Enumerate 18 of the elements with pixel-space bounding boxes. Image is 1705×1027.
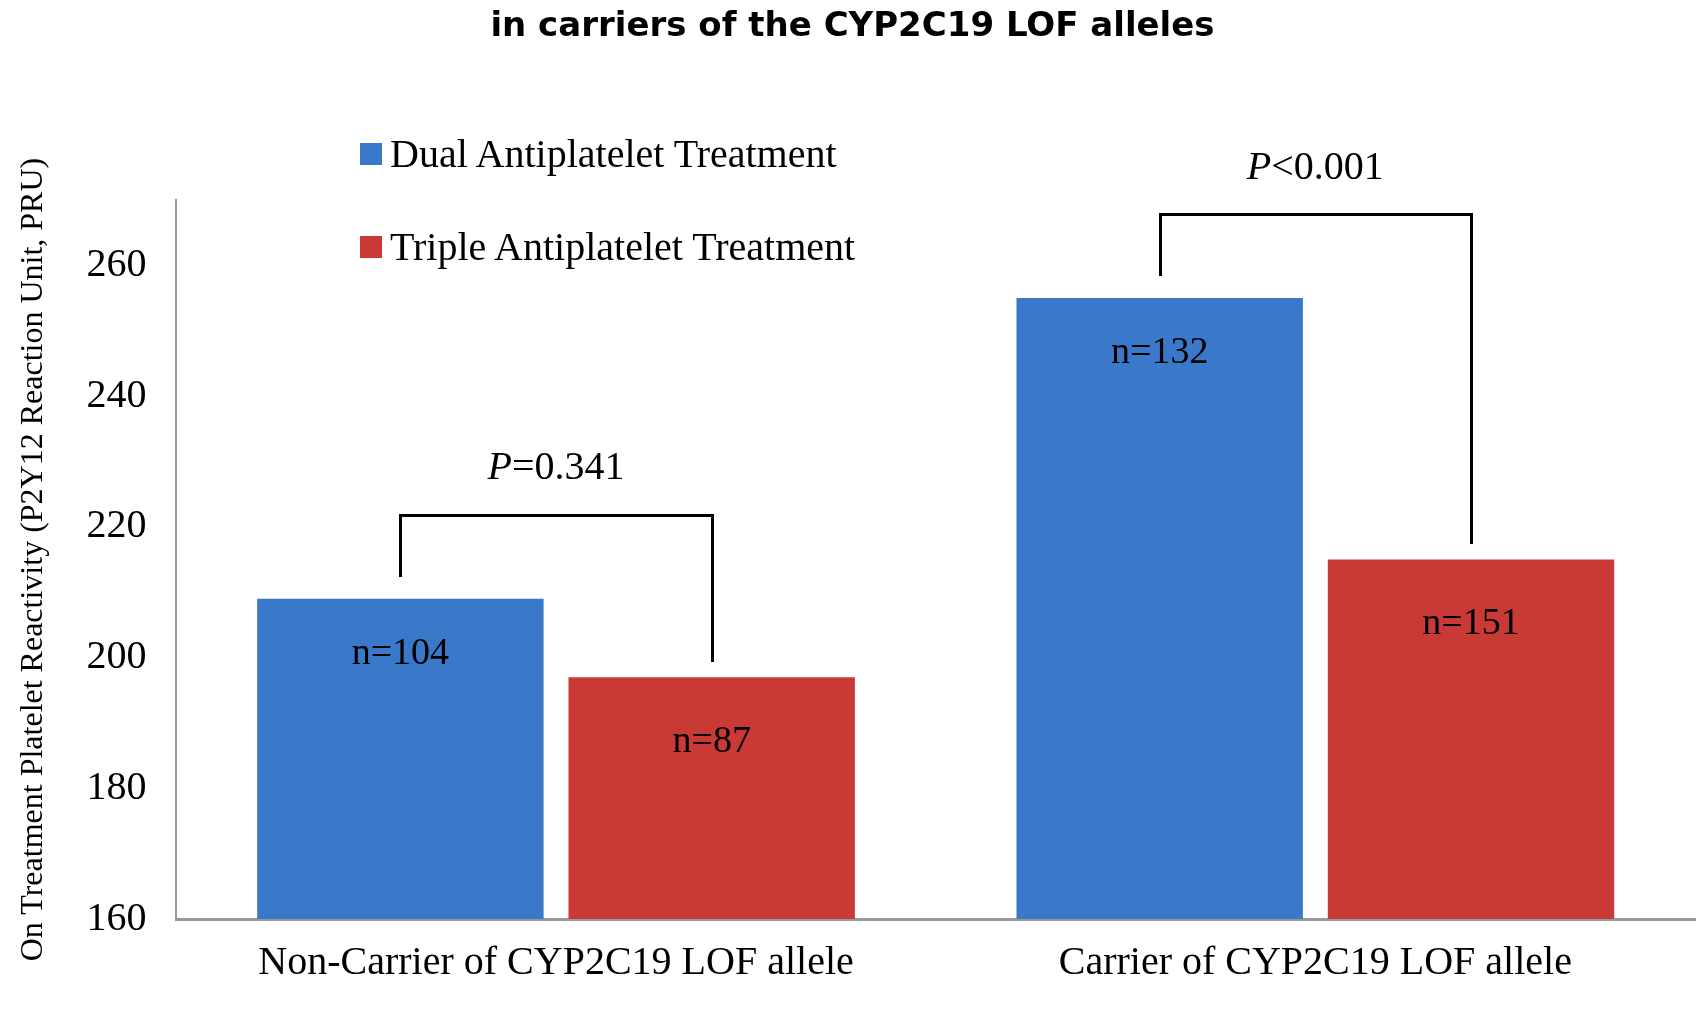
annotation: n=132 [1110,329,1209,372]
y-tick-label: 160 [86,893,147,939]
y-tick-label: 260 [86,239,147,285]
x-tick-label: Carrier of CYP2C19 LOF allele [1058,937,1572,983]
legend-label: Dual Antiplatelet Treatment [390,130,837,177]
annotation: P=0.341 [486,443,625,489]
x-tick-label: Non-Carrier of CYP2C19 LOF allele [258,937,854,983]
y-tick-label: 200 [86,632,147,678]
annotation: n=151 [1422,600,1520,643]
annotation: n=87 [672,718,751,761]
y-tick-label: 180 [86,762,147,808]
y-axis-title: On Treatment Platelet Reactivity (P2Y12 Reaction Unit, PRU) [12,157,49,962]
y-tick-label: 240 [86,370,147,416]
legend-label: Triple Antiplatelet Treatment [390,223,856,270]
text: P<0.001 [1245,142,1384,188]
y-tick-label: 220 [86,501,147,547]
annotation: n=104 [351,629,450,672]
chart-title: in carriers of the CYP2C19 LOF alleles [489,4,1216,44]
